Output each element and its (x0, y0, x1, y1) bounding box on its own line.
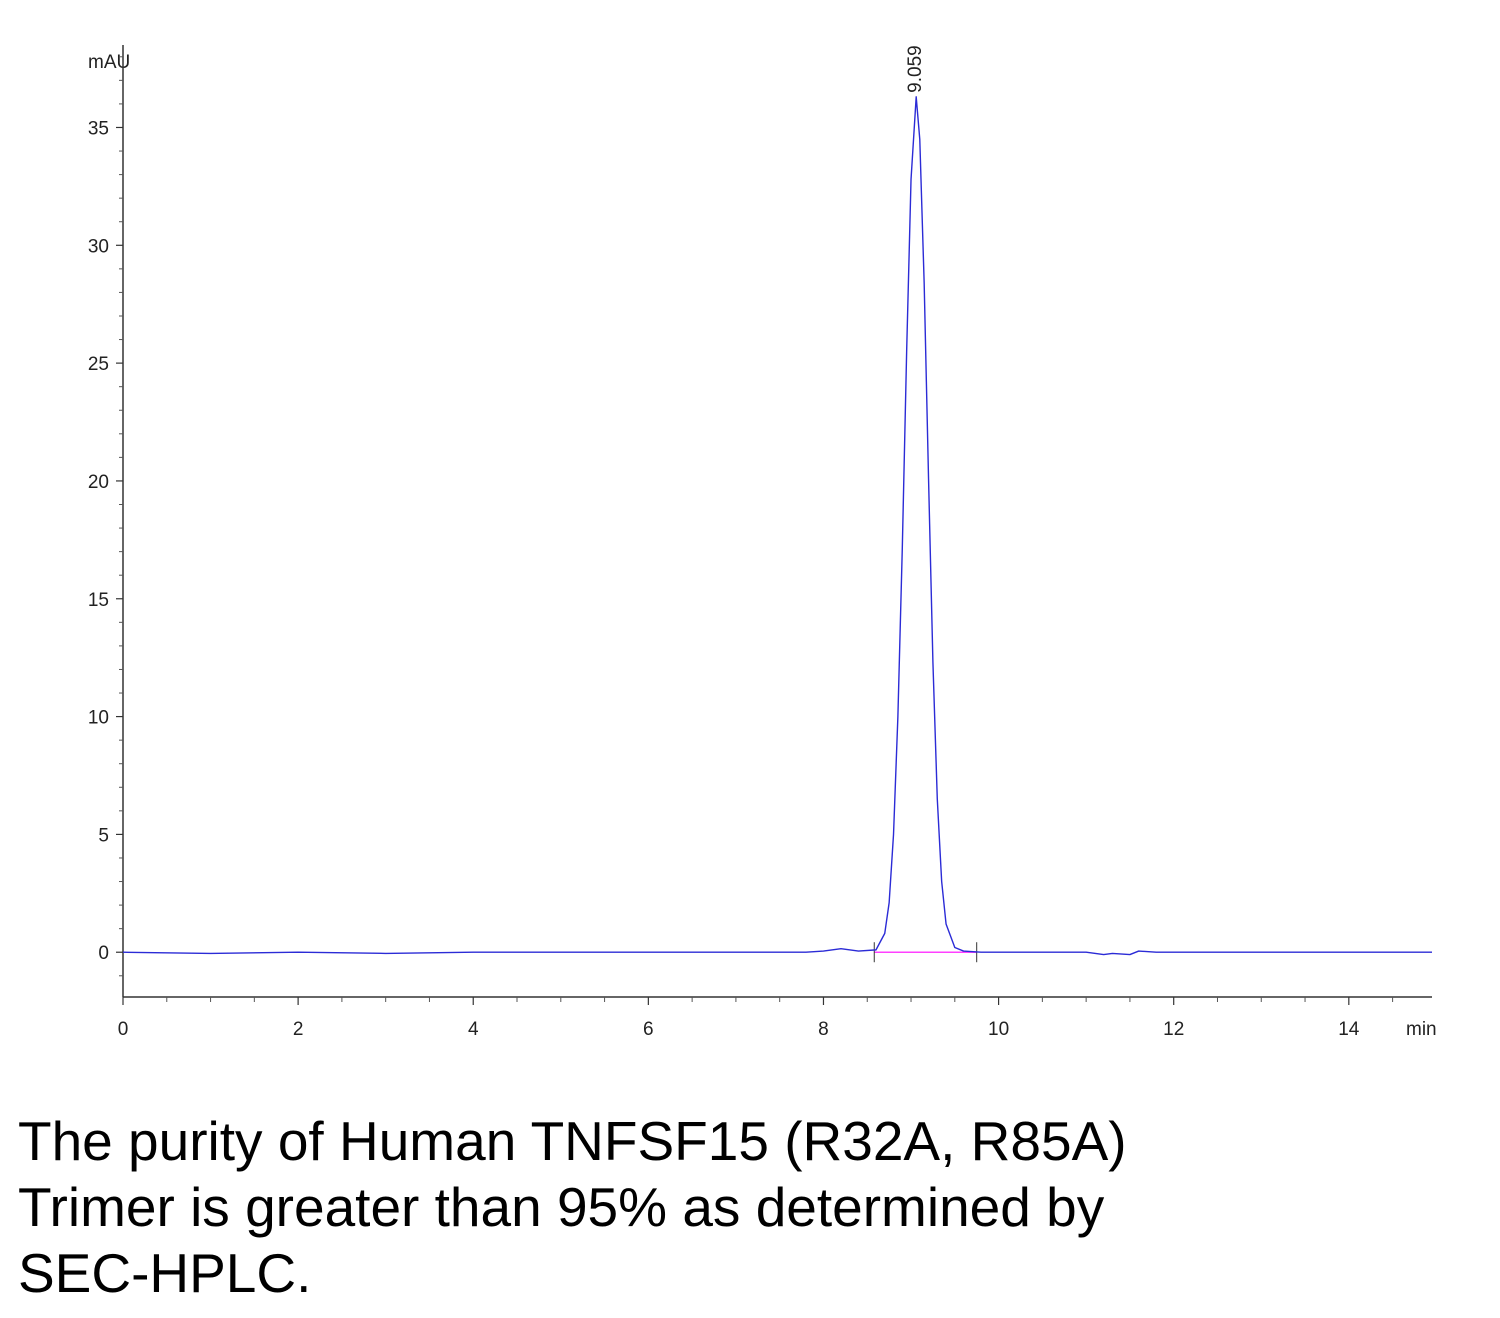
y-tick-label: 25 (88, 354, 109, 375)
y-tick-label: 30 (88, 236, 109, 257)
x-tick-label: 14 (1338, 1019, 1360, 1040)
peak-label: 9.059 (905, 45, 926, 93)
y-tick-label: 35 (88, 118, 109, 139)
y-tick-label: 0 (98, 943, 109, 964)
y-axis-label: mAU (88, 52, 130, 73)
x-tick-label: 10 (988, 1019, 1009, 1040)
x-tick-label: 12 (1163, 1019, 1184, 1040)
chromatogram-line (122, 96, 1432, 956)
x-tick-label: 6 (643, 1019, 654, 1040)
x-axis-label: min (1406, 1019, 1437, 1040)
caption-line: The purity of Human TNFSF15 (R32A, R85A) (18, 1110, 1127, 1172)
caption-line: Trimer is greater than 95% as determined… (18, 1176, 1105, 1238)
y-tick-label: 5 (98, 825, 109, 846)
x-tick-label: 0 (118, 1019, 129, 1040)
y-tick-label: 15 (88, 590, 109, 611)
y-tick-label: 10 (88, 708, 109, 729)
x-tick-label: 4 (468, 1019, 479, 1040)
x-tick-label: 2 (293, 1019, 304, 1040)
y-tick-label: 20 (88, 472, 109, 493)
caption-line: SEC-HPLC. (18, 1242, 311, 1304)
x-tick-label: 8 (818, 1019, 829, 1040)
